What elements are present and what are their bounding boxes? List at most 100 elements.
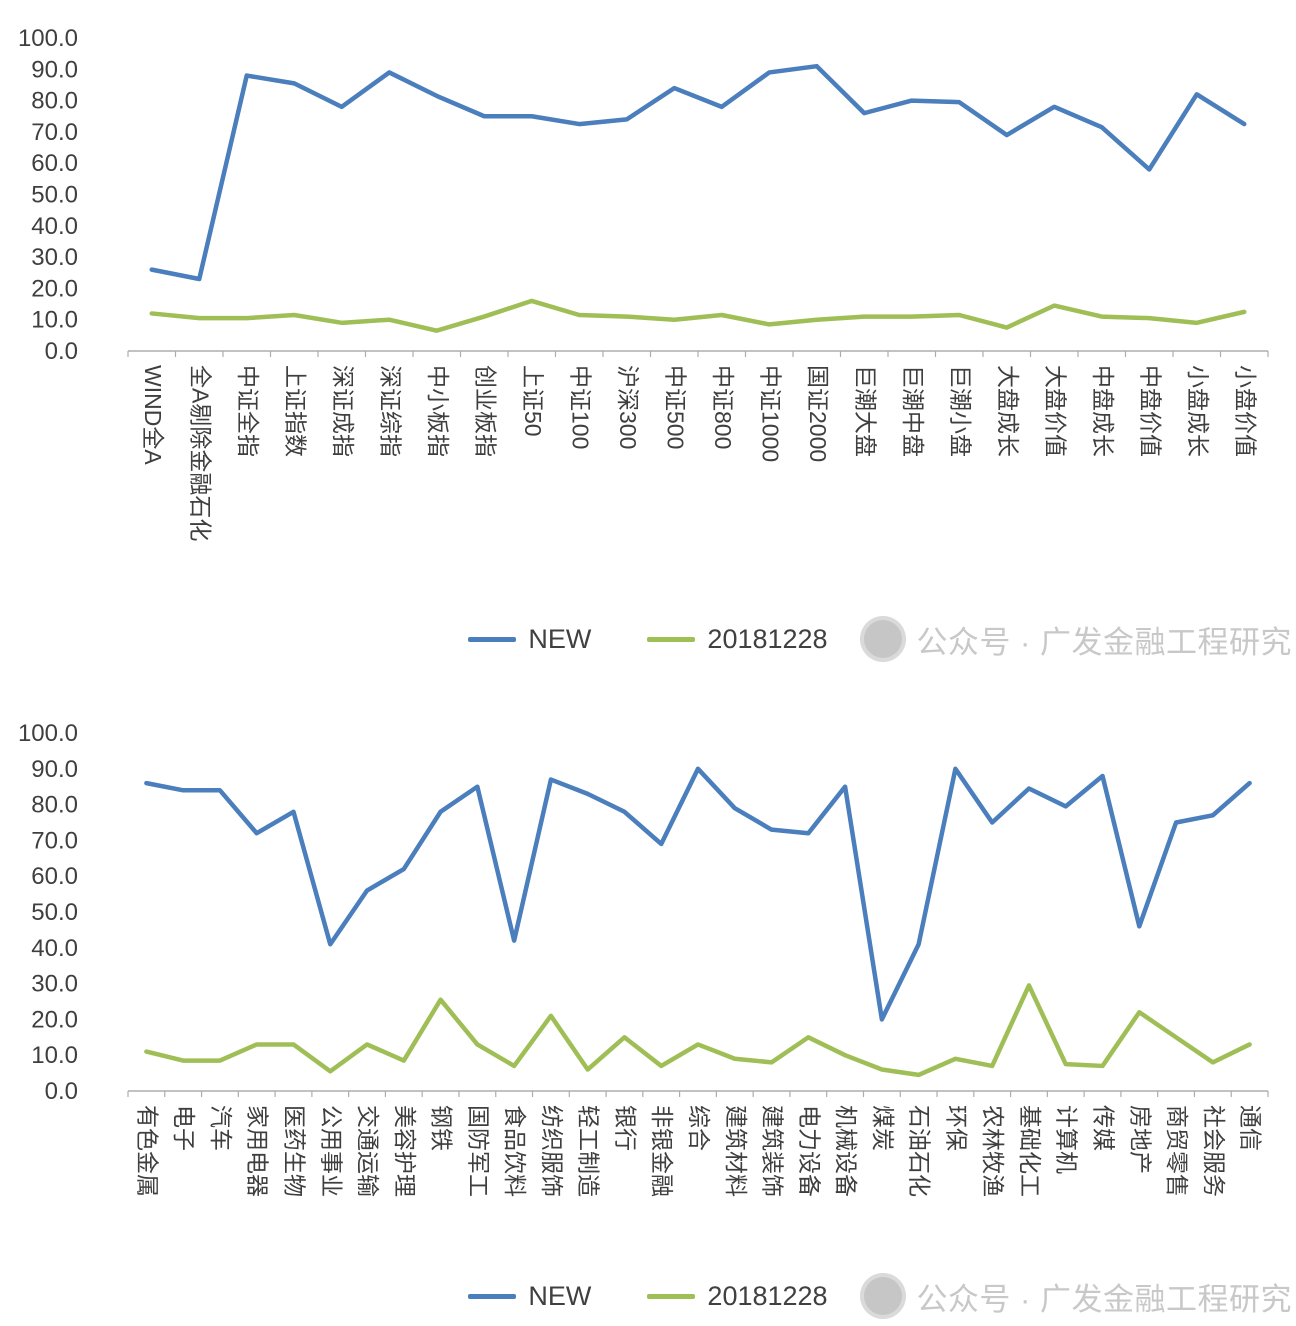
svg-text:10.0: 10.0 (31, 307, 78, 334)
industry-chart-block: 0.0 10.0 20.0 30.0 40.0 50.0 60.0 70.0 80.0 90.0 1… (0, 667, 1296, 1324)
svg-text:全A剔除金融石化: 全A剔除金融石化 (187, 365, 213, 541)
svg-text:90.0: 90.0 (31, 756, 78, 783)
index-chart-block: 0.0 10.0 20.0 30.0 40.0 50.0 60.0 70.0 80.0 90.0 1… (0, 6, 1296, 667)
svg-text:0.0: 0.0 (45, 338, 78, 365)
svg-text:中证100: 中证100 (567, 365, 593, 449)
legend-item-20181228: 20181228 (647, 1280, 828, 1312)
svg-text:大盘成长: 大盘成长 (995, 365, 1021, 457)
svg-text:有色金属: 有色金属 (134, 1105, 160, 1197)
svg-text:纺织服饰: 纺织服饰 (539, 1105, 565, 1197)
svg-text:社会服务: 社会服务 (1201, 1105, 1227, 1197)
svg-text:90.0: 90.0 (31, 56, 78, 83)
svg-text:电力设备: 电力设备 (796, 1105, 822, 1197)
watermark: 公众号 · 广发金融工程研究 (860, 1273, 1292, 1319)
new-series-line-swatch (468, 1293, 517, 1299)
svg-text:60.0: 60.0 (31, 863, 78, 890)
svg-text:传媒: 传媒 (1091, 1105, 1117, 1151)
svg-text:交通运输: 交通运输 (355, 1105, 381, 1197)
svg-text:基础化工: 基础化工 (1017, 1105, 1043, 1197)
svg-text:巨潮大盘: 巨潮大盘 (852, 365, 878, 457)
svg-text:0.0: 0.0 (45, 1078, 78, 1105)
watermark: 公众号 · 广发金融工程研究 (860, 616, 1292, 662)
index-chart-legend: NEW 20181228 公众号 · 广发金融工程研究 (0, 611, 1296, 667)
svg-text:小盘价值: 小盘价值 (1232, 365, 1258, 457)
svg-text:中证1000: 中证1000 (757, 365, 783, 462)
svg-text:商贸零售: 商贸零售 (1164, 1105, 1190, 1197)
svg-text:银行: 银行 (612, 1105, 638, 1151)
svg-text:上证指数: 上证指数 (282, 365, 308, 457)
legend-label-new: NEW (528, 623, 592, 654)
legend-label-20181228: 20181228 (707, 1280, 828, 1311)
svg-text:40.0: 40.0 (31, 935, 78, 962)
svg-text:80.0: 80.0 (31, 792, 78, 819)
svg-text:深证成指: 深证成指 (330, 365, 356, 457)
svg-text:80.0: 80.0 (31, 88, 78, 115)
svg-text:环保: 环保 (943, 1105, 969, 1151)
svg-text:中盘成长: 中盘成长 (1090, 365, 1116, 457)
svg-text:通信: 通信 (1238, 1105, 1264, 1151)
svg-text:100.0: 100.0 (18, 720, 78, 747)
svg-text:房地产: 房地产 (1127, 1105, 1153, 1174)
svg-text:100.0: 100.0 (18, 25, 78, 52)
watermark-logo-icon (860, 616, 907, 662)
svg-text:巨潮小盘: 巨潮小盘 (947, 365, 973, 457)
industry-chart: 0.0 10.0 20.0 30.0 40.0 50.0 60.0 70.0 80.0 90.0 1… (18, 720, 1269, 1197)
svg-text:30.0: 30.0 (31, 971, 78, 998)
svg-text:食品饮料: 食品饮料 (502, 1105, 528, 1197)
svg-text:国证2000: 国证2000 (805, 365, 831, 462)
svg-text:轻工制造: 轻工制造 (576, 1105, 602, 1197)
svg-text:70.0: 70.0 (31, 119, 78, 146)
svg-text:中证800: 中证800 (710, 365, 736, 449)
new-series-line-swatch (468, 636, 517, 642)
svg-text:计算机: 计算机 (1054, 1105, 1080, 1174)
svg-text:汽车: 汽车 (208, 1105, 234, 1151)
svg-text:40.0: 40.0 (31, 213, 78, 240)
svg-text:60.0: 60.0 (31, 150, 78, 177)
svg-text:创业板指: 创业板指 (472, 365, 498, 457)
svg-text:电子: 电子 (171, 1105, 197, 1151)
legend-item-new: NEW (468, 624, 591, 655)
svg-text:50.0: 50.0 (31, 899, 78, 926)
svg-text:国防军工: 国防军工 (465, 1105, 491, 1197)
svg-text:公用事业: 公用事业 (318, 1105, 344, 1197)
watermark-text: 公众号 · 广发金融工程研究 (916, 1281, 1292, 1317)
svg-text:小盘成长: 小盘成长 (1185, 365, 1211, 457)
legend-item-new: NEW (468, 1281, 591, 1312)
legend-label-20181228: 20181228 (707, 623, 828, 654)
watermark-text: 公众号 · 广发金融工程研究 (916, 624, 1292, 660)
index-chart: 0.0 10.0 20.0 30.0 40.0 50.0 60.0 70.0 80.0 90.0 1… (18, 25, 1269, 541)
svg-text:大盘价值: 大盘价值 (1042, 365, 1068, 457)
svg-text:农林牧渔: 农林牧渔 (980, 1105, 1006, 1197)
svg-text:20.0: 20.0 (31, 1006, 78, 1033)
svg-text:石油石化: 石油石化 (907, 1105, 933, 1197)
svg-text:30.0: 30.0 (31, 244, 78, 271)
svg-text:非银金融: 非银金融 (649, 1105, 675, 1197)
old-series-line-swatch (647, 1293, 696, 1299)
svg-text:综合: 综合 (686, 1105, 712, 1151)
svg-text:中盘价值: 中盘价值 (1137, 365, 1163, 457)
svg-text:70.0: 70.0 (31, 827, 78, 854)
svg-text:50.0: 50.0 (31, 182, 78, 209)
svg-text:中证500: 中证500 (662, 365, 688, 449)
svg-text:建筑材料: 建筑材料 (723, 1105, 749, 1197)
svg-text:建筑装饰: 建筑装饰 (760, 1105, 786, 1197)
legend-item-20181228: 20181228 (647, 623, 828, 655)
svg-text:钢铁: 钢铁 (429, 1105, 455, 1151)
svg-text:沪深300: 沪深300 (615, 365, 641, 449)
svg-text:深证综指: 深证综指 (377, 365, 403, 457)
svg-text:中证全指: 中证全指 (235, 365, 261, 457)
svg-text:上证50: 上证50 (520, 365, 546, 437)
svg-text:中小板指: 中小板指 (425, 365, 451, 457)
svg-text:20.0: 20.0 (31, 275, 78, 302)
watermark-logo-icon (860, 1273, 907, 1319)
svg-text:WIND全A: WIND全A (140, 365, 166, 465)
svg-text:医药生物: 医药生物 (281, 1105, 307, 1197)
svg-text:巨潮中盘: 巨潮中盘 (900, 365, 926, 457)
industry-chart-legend: NEW 20181228 公众号 · 广发金融工程研究 (0, 1268, 1296, 1324)
svg-text:美容护理: 美容护理 (392, 1105, 418, 1197)
svg-text:煤炭: 煤炭 (870, 1105, 896, 1151)
old-series-line-swatch (647, 636, 696, 642)
legend-label-new: NEW (528, 1280, 592, 1311)
svg-text:机械设备: 机械设备 (833, 1105, 859, 1197)
